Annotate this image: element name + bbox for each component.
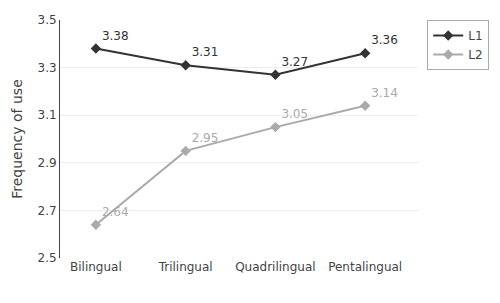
svg-text:3.1: 3.1 <box>38 108 57 122</box>
svg-text:3.38: 3.38 <box>102 29 129 43</box>
svg-text:Quadrilingual: Quadrilingual <box>235 260 315 274</box>
svg-text:3.27: 3.27 <box>281 55 308 69</box>
svg-text:2.64: 2.64 <box>102 205 129 219</box>
svg-text:Frequency of use: Frequency of use <box>9 79 25 199</box>
svg-text:3.31: 3.31 <box>192 45 219 59</box>
svg-text:Pentalingual: Pentalingual <box>328 260 402 274</box>
svg-text:Bilingual: Bilingual <box>70 260 122 274</box>
svg-text:2.95: 2.95 <box>192 131 219 145</box>
svg-text:3.3: 3.3 <box>38 61 57 75</box>
svg-text:2.7: 2.7 <box>38 204 57 218</box>
svg-text:2.9: 2.9 <box>38 156 57 170</box>
svg-text:3.36: 3.36 <box>371 33 398 47</box>
svg-text:3.5: 3.5 <box>38 13 57 27</box>
svg-text:2.5: 2.5 <box>38 251 57 265</box>
svg-text:3.14: 3.14 <box>371 86 398 100</box>
svg-text:L1: L1 <box>468 29 482 43</box>
svg-text:Trilingual: Trilingual <box>158 260 213 274</box>
svg-text:3.05: 3.05 <box>281 107 308 121</box>
svg-text:L2: L2 <box>468 48 482 62</box>
